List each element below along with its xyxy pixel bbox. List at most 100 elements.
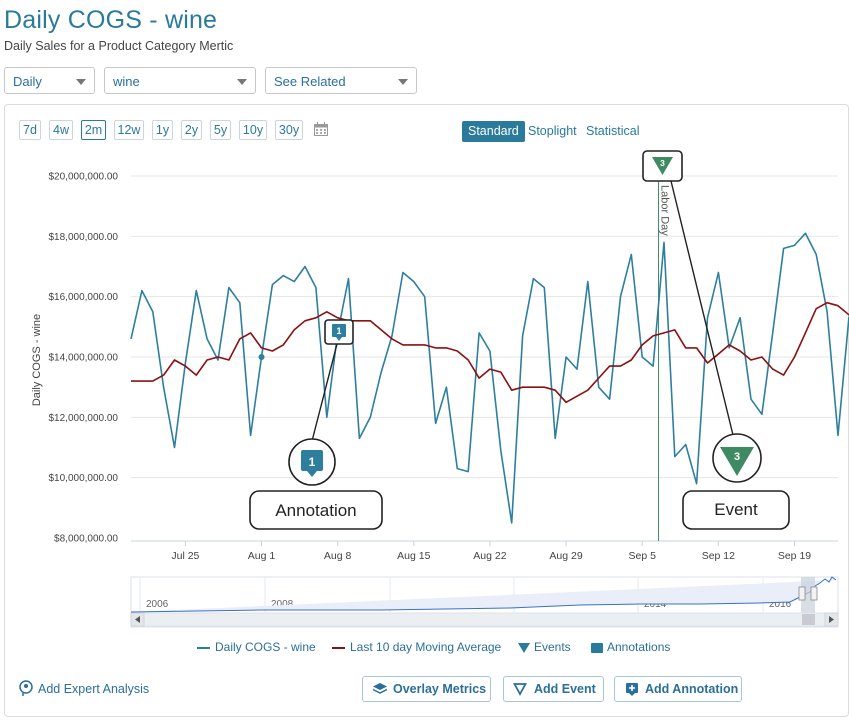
legend-item-events[interactable]: Events	[518, 640, 571, 654]
add-annotation-button[interactable]: Add Annotation	[614, 676, 742, 702]
legend-line-daily	[197, 646, 210, 649]
legend-event-icon	[518, 642, 530, 653]
range-30y-button[interactable]: 30y	[275, 120, 303, 140]
y-tick-label: $20,000,000.00	[48, 172, 118, 183]
view-stoplight-button[interactable]: Stoplight	[528, 124, 577, 138]
chevron-down-icon	[76, 79, 86, 85]
annotation-callout-icon: 1	[288, 438, 336, 486]
navigator-scrollbar[interactable]	[130, 612, 839, 627]
data-point-marker[interactable]	[258, 354, 265, 360]
range-5y-button[interactable]: 5y	[210, 120, 231, 140]
legend-annotation-icon	[591, 642, 603, 653]
event-name-label: Labor Day	[659, 185, 671, 236]
navigator-series	[130, 576, 837, 613]
x-tick-label: Sep 12	[702, 550, 735, 562]
page-title: Daily COGS - wine	[4, 6, 218, 34]
chevron-down-icon	[398, 79, 408, 85]
series-moving-average-line[interactable]	[131, 301, 849, 404]
event-marker-count: 3	[660, 158, 665, 168]
navigator-scroll-thumb[interactable]	[802, 614, 815, 625]
chevron-left-icon	[135, 616, 140, 623]
chevron-right-icon	[829, 616, 834, 623]
x-tick-label: Aug 1	[248, 550, 276, 562]
x-tick-label: Aug 15	[397, 550, 430, 562]
legend-item-daily[interactable]: Daily COGS - wine	[197, 640, 316, 654]
legend-label-moving-average: Last 10 day Moving Average	[350, 640, 502, 654]
event-callout-line	[670, 180, 734, 436]
legend-label-events: Events	[534, 640, 571, 654]
range-2y-button[interactable]: 2y	[181, 120, 202, 140]
annotation-callout-label: Annotation	[275, 501, 356, 520]
range-10y-button[interactable]: 10y	[239, 120, 267, 140]
event-triangle-icon	[513, 683, 527, 696]
annotation-plus-icon	[626, 683, 638, 696]
x-tick-label: Aug 29	[549, 550, 582, 562]
layers-icon	[372, 683, 388, 694]
y-tick-label: $16,000,000.00	[48, 292, 118, 303]
page-subtitle: Daily Sales for a Product Category Merti…	[4, 39, 234, 53]
event-callout-label: Event	[714, 500, 758, 519]
add-expert-analysis-label: Add Expert Analysis	[38, 682, 150, 696]
range-1y-button[interactable]: 1y	[152, 120, 173, 140]
legend-item-annotations[interactable]: Annotations	[591, 640, 670, 654]
range-navigator[interactable]: 200620082010201220142016	[130, 576, 839, 628]
related-select-value: See Related	[274, 74, 346, 89]
event-callout-box	[682, 490, 790, 530]
navigator-handle-right[interactable]	[810, 586, 818, 601]
add-expert-analysis-link[interactable]: Add Expert Analysis	[18, 680, 149, 696]
expert-head-icon	[19, 680, 33, 696]
event-callout-count: 3	[734, 451, 740, 463]
calendar-icon[interactable]	[313, 121, 329, 137]
y-tick-label: $8,000,000.00	[54, 534, 118, 545]
add-event-button[interactable]: Add Event	[503, 676, 604, 702]
y-tick-label: $14,000,000.00	[48, 353, 118, 364]
range-2m-button[interactable]: 2m	[81, 120, 106, 140]
view-standard-button[interactable]: Standard	[462, 121, 525, 142]
x-tick-label: Aug 22	[473, 550, 506, 562]
y-tick-label: $12,000,000.00	[48, 413, 118, 424]
y-axis-ticks: $8,000,000.00 $10,000,000.00 $12,000,000.0…	[48, 172, 118, 545]
x-tick-label: Aug 8	[324, 550, 352, 562]
add-event-label: Add Event	[534, 682, 596, 696]
navigator-handle-left[interactable]	[798, 586, 806, 601]
range-7d-button[interactable]: 7d	[19, 120, 41, 140]
add-annotation-label: Add Annotation	[645, 682, 739, 696]
view-statistical-button[interactable]: Statistical	[586, 124, 640, 138]
legend-line-moving-average	[332, 646, 345, 649]
navigator-year-label: 2014	[644, 599, 667, 610]
x-tick-label: Sep 19	[778, 550, 811, 562]
annotation-callout-count: 1	[309, 455, 316, 469]
annotation-marker-count: 1	[336, 326, 341, 336]
navigator-year-label: 2016	[769, 599, 792, 610]
annotation-callout-line	[311, 343, 338, 442]
annotation-callout-box	[249, 490, 383, 530]
y-axis-label: Daily COGS - wine	[31, 314, 43, 406]
x-tick-label: Sep 5	[628, 550, 656, 562]
x-axis-ticks: Jul 25 Aug 1 Aug 8 Aug 15 Aug 22 Aug 29 Sep 5 S…	[171, 541, 811, 562]
chevron-down-icon	[237, 79, 247, 85]
category-select[interactable]: wine	[104, 67, 256, 94]
event-marker[interactable]: 3	[642, 150, 683, 182]
navigator-year-label: 2006	[146, 599, 169, 610]
annotation-marker[interactable]: 1	[324, 319, 354, 345]
range-12w-button[interactable]: 12w	[114, 120, 144, 140]
y-tick-label: $10,000,000.00	[48, 473, 118, 484]
event-callout-icon: 3	[712, 433, 762, 483]
y-tick-label: $18,000,000.00	[48, 232, 118, 243]
navigator-window[interactable]	[801, 577, 815, 613]
legend-label-annotations: Annotations	[607, 640, 671, 654]
navigator-year-label: 2008	[271, 599, 294, 610]
x-tick-label: Jul 25	[171, 550, 199, 562]
related-select[interactable]: See Related	[265, 67, 417, 94]
category-select-value: wine	[113, 74, 140, 89]
overlay-metrics-button[interactable]: Overlay Metrics	[362, 676, 491, 702]
legend-label-daily: Daily COGS - wine	[215, 640, 316, 654]
range-4w-button[interactable]: 4w	[49, 120, 73, 140]
period-select[interactable]: Daily	[4, 67, 95, 94]
overlay-metrics-label: Overlay Metrics	[393, 682, 487, 696]
period-select-value: Daily	[13, 74, 42, 89]
series-daily-cogs-line[interactable]	[130, 232, 849, 524]
legend-item-moving-average[interactable]: Last 10 day Moving Average	[332, 640, 501, 654]
page-header: Daily COGS - wine Daily Sales for a Prod…	[4, 6, 233, 53]
